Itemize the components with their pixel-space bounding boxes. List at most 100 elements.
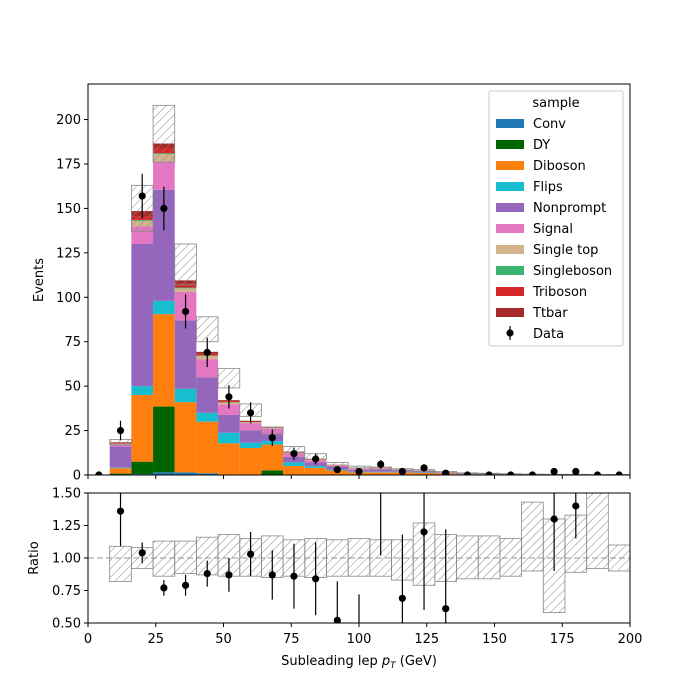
legend-marker	[506, 329, 514, 337]
bar	[131, 395, 154, 462]
uncertainty-bin	[347, 465, 371, 469]
series-dy	[109, 406, 284, 475]
uncertainty-bin	[152, 104, 176, 163]
ratio-points	[116, 493, 580, 623]
data-point	[138, 192, 146, 200]
data-point	[268, 434, 276, 442]
legend-label: Triboson	[532, 285, 587, 300]
ratio-point	[312, 575, 320, 583]
bar	[109, 473, 132, 475]
ratio-band-bin	[174, 540, 197, 574]
ratio-y-tick-label: 1.25	[52, 519, 81, 534]
ratio-y-tick-label: 0.75	[52, 584, 81, 599]
bar	[369, 471, 392, 473]
ratio-point	[116, 507, 125, 515]
data-point	[247, 409, 255, 417]
bar	[174, 320, 197, 389]
bar	[153, 161, 175, 190]
x-axis-label: Subleading lep pT (GeV)	[281, 654, 437, 671]
y-tick-label: 200	[56, 113, 81, 128]
ratio-ylabel: Ratio	[27, 541, 42, 574]
legend-swatch	[496, 161, 524, 170]
ratio-uncertainty-band	[109, 493, 630, 613]
ratio-point	[290, 572, 298, 580]
legend-frame	[488, 90, 624, 347]
x-tick-label: 0	[84, 632, 92, 647]
bar	[218, 443, 240, 475]
x-tick-label: 125	[414, 632, 439, 647]
x-tick-label: 75	[283, 632, 300, 647]
ratio-point	[333, 616, 341, 623]
legend-label: Conv	[533, 117, 566, 132]
x-tick-label: 50	[215, 632, 232, 647]
ratio-point	[247, 550, 255, 558]
bar	[218, 414, 240, 433]
legend: sample Conv DY Diboson Flips Nonprompt Signal…	[488, 90, 624, 347]
bar	[174, 472, 197, 475]
data-point	[528, 471, 537, 475]
legend-swatch	[496, 245, 524, 254]
bar	[239, 442, 262, 448]
bar	[153, 189, 175, 301]
legend-swatch	[496, 224, 524, 233]
ratio-y-tick-label: 1.50	[52, 487, 81, 502]
bar	[109, 467, 132, 469]
bar	[153, 300, 175, 315]
legend-label: Nonprompt	[533, 201, 606, 216]
bar	[239, 423, 262, 431]
legend-swatch	[496, 287, 524, 296]
ratio-point	[420, 528, 428, 536]
bar	[174, 402, 197, 473]
legend-swatch	[496, 140, 524, 149]
data-point	[377, 460, 385, 468]
ratio-point	[181, 581, 190, 589]
ratio-y-tick-label: 0.50	[52, 617, 81, 632]
data-point	[225, 393, 233, 401]
data-point	[290, 450, 298, 458]
y-tick-label: 150	[56, 202, 81, 217]
uncertainty-bin	[217, 367, 241, 389]
bar	[153, 472, 175, 475]
bar	[196, 359, 219, 378]
bar	[109, 446, 132, 468]
legend-label: DY	[533, 138, 550, 153]
bar	[261, 444, 284, 471]
legend-swatch	[496, 119, 524, 128]
legend-swatch	[496, 308, 524, 317]
x-tick-label: 200	[618, 632, 643, 647]
ratio-band-bin	[499, 538, 523, 577]
data-point	[116, 426, 125, 435]
bar	[174, 288, 197, 292]
ratio-point	[203, 570, 211, 578]
data-point	[203, 348, 211, 356]
bar	[239, 447, 262, 475]
y-tick-label: 100	[56, 291, 81, 306]
ratio-band-bin	[521, 501, 544, 572]
data-point	[420, 464, 428, 472]
legend-swatch	[496, 203, 524, 212]
y-tick-label: 75	[64, 335, 81, 350]
bar	[283, 462, 305, 466]
ratio-band-bin	[456, 535, 479, 580]
legend-label: Ttbar	[532, 306, 568, 321]
bar	[109, 468, 132, 474]
y-tick-label: 175	[56, 157, 81, 172]
ratio-band-bin	[152, 540, 176, 577]
bar	[218, 432, 240, 444]
data-point	[355, 467, 363, 475]
ratio-band-bin	[477, 535, 501, 580]
y-tick-label: 125	[56, 246, 81, 261]
legend-swatch	[496, 266, 524, 275]
legend-label: Singleboson	[533, 264, 612, 279]
ratio-frame	[87, 492, 631, 624]
data-point	[181, 307, 190, 316]
ratio-point	[225, 571, 233, 579]
x-tick-label: 150	[482, 632, 507, 647]
main-frame	[87, 83, 631, 476]
data-point	[398, 467, 406, 475]
ratio-point	[398, 594, 406, 602]
ratio-point	[160, 584, 168, 592]
legend-label: Single top	[533, 243, 598, 258]
bar	[369, 472, 392, 475]
